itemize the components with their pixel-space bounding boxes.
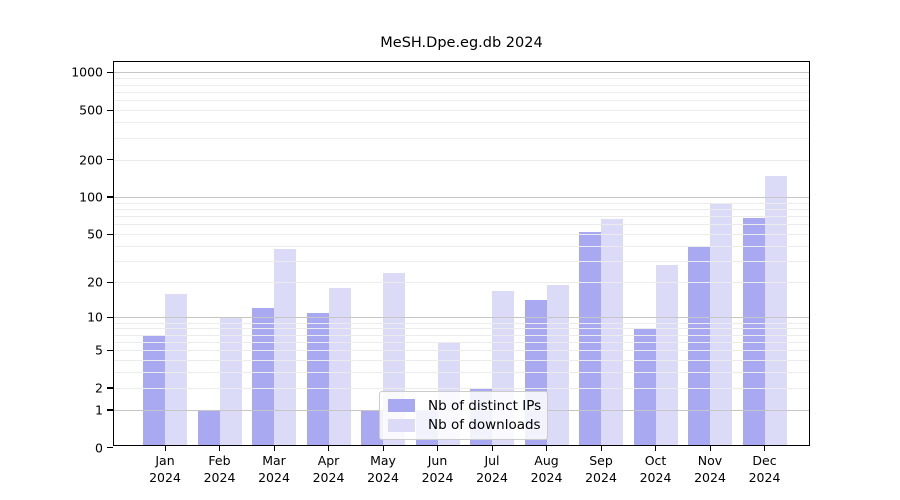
y-tick-label: 50 [87,226,103,242]
x-tick [709,446,711,451]
x-tick [164,446,166,451]
x-tick [437,446,439,451]
y-tick-label: 20 [87,274,103,290]
y-tick-label: 100 [79,189,103,205]
x-tick-label: Sep 2024 [585,453,617,485]
x-tick-label: Aug 2024 [530,453,563,485]
y-tick-label: 2 [95,380,103,396]
legend: Nb of distinct IPs Nb of downloads [379,391,548,440]
y-tick-label: 10 [87,309,103,325]
x-tick [273,446,275,451]
y-tick-label: 200 [79,152,103,168]
x-tick [546,446,548,451]
x-tick [600,446,602,451]
x-tick [491,446,493,451]
plot-border [113,61,810,446]
x-tick-label: Feb 2024 [203,453,236,485]
y-tick [107,447,113,449]
x-tick [655,446,657,451]
legend-label-downloads: Nb of downloads [428,417,541,434]
y-tick-label: 0 [95,440,103,455]
y-tick-label: 1000 [71,64,103,80]
legend-item-distinct-ips: Nb of distinct IPs [388,397,542,414]
x-tick-label: Apr 2024 [312,453,345,485]
x-tick [219,446,221,451]
y-tick-label: 500 [79,102,103,118]
y-tick-label: 5 [95,342,103,358]
distinct-ips-swatch [388,399,415,413]
x-tick-label: Mar 2024 [258,453,290,485]
x-tick-label: Oct 2024 [639,453,672,485]
x-tick [764,446,766,451]
y-tick-label: 1 [95,402,103,418]
legend-label-distinct-ips: Nb of distinct IPs [428,397,542,414]
x-tick-label: Jan 2024 [149,453,181,485]
x-tick-label: Jun 2024 [421,453,454,485]
x-tick-label: Dec 2024 [748,453,781,485]
x-tick-label: Jul 2024 [476,453,508,485]
downloads-swatch [388,418,415,432]
chart-title: MeSH.Dpe.eg.db 2024 [380,35,543,51]
x-tick [382,446,384,451]
x-tick-label: Nov 2024 [694,453,726,485]
legend-item-downloads: Nb of downloads [388,417,541,434]
x-tick-label: May 2024 [367,453,399,485]
x-tick [328,446,330,451]
